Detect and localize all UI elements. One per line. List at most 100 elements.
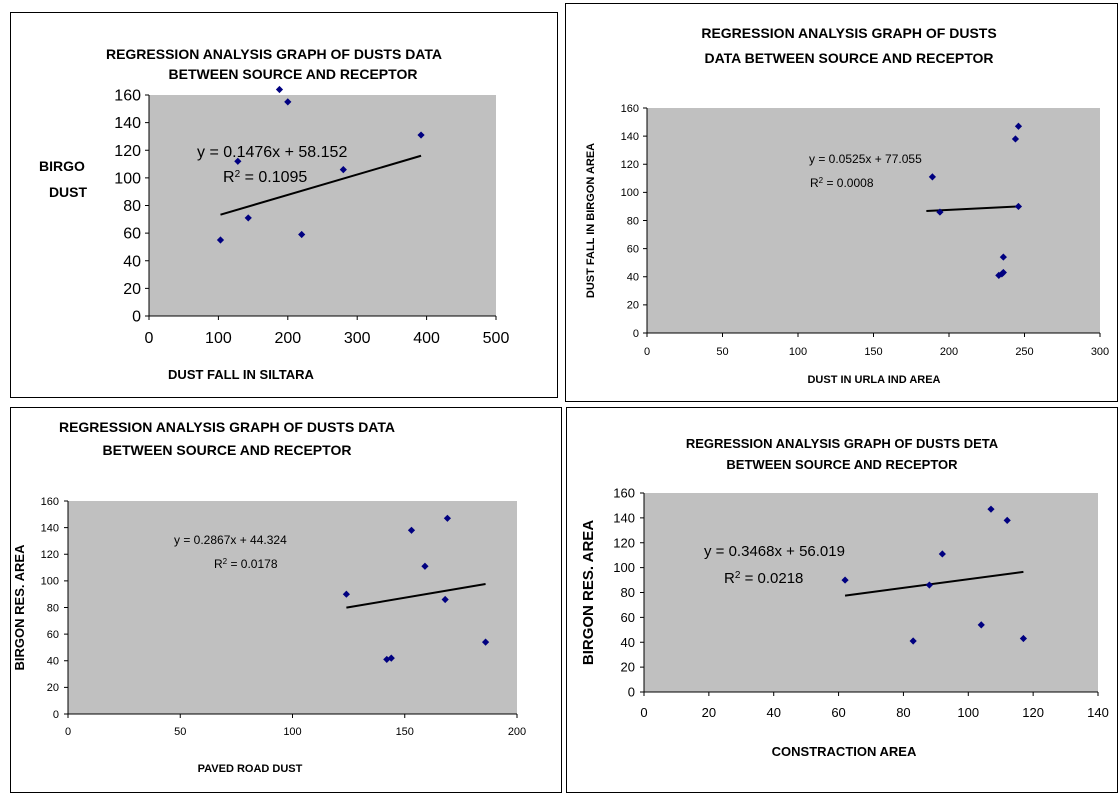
data-point xyxy=(909,637,917,645)
x-tick-label: 100 xyxy=(283,726,301,738)
plot-area xyxy=(68,501,517,714)
y-tick-label: 40 xyxy=(627,272,639,284)
y-tick-label: 140 xyxy=(613,510,635,525)
y-tick-label: 40 xyxy=(123,253,141,270)
chart-title-line: BETWEEN SOURCE AND RECEPTOR xyxy=(726,457,958,472)
x-tick-label: 100 xyxy=(789,346,807,358)
data-point xyxy=(387,654,395,662)
y-tick-label: 160 xyxy=(621,103,639,115)
y-axis-label-line: BIRGO xyxy=(39,158,85,174)
y-tick-label: 140 xyxy=(114,115,141,132)
r-squared-label: R2 = 0.0178 xyxy=(214,557,278,572)
chart-title-line: REGRESSION ANALYSIS GRAPH OF DUSTS DETA xyxy=(686,436,999,451)
chart-title-line: REGRESSION ANALYSIS GRAPH OF DUSTS DATA xyxy=(59,419,395,435)
x-tick-label: 120 xyxy=(1022,705,1044,720)
data-point xyxy=(443,514,452,522)
y-tick-label: 0 xyxy=(633,328,639,340)
x-tick-label: 80 xyxy=(896,705,910,720)
data-point xyxy=(987,505,995,513)
r-squared-label: R2 = 0.0218 xyxy=(724,570,803,588)
chart-panel-siltara: REGRESSION ANALYSIS GRAPH OF DUSTS DATA B… xyxy=(10,12,558,398)
chart-title-line: BETWEEN SOURCE AND RECEPTOR xyxy=(169,66,418,82)
x-tick-label: 200 xyxy=(940,346,958,358)
plot-area xyxy=(647,108,1100,333)
regression-equation: y = 0.0525x + 77.055 xyxy=(809,152,922,166)
x-tick-label: 150 xyxy=(396,726,414,738)
y-tick-label: 140 xyxy=(41,522,59,534)
x-tick-label: 500 xyxy=(483,330,510,347)
data-point xyxy=(999,253,1007,261)
scatter-chart-paved-road: REGRESSION ANALYSIS GRAPH OF DUSTS DATA B… xyxy=(12,419,526,775)
data-point xyxy=(1003,516,1011,524)
y-tick-label: 80 xyxy=(627,215,639,227)
trendline xyxy=(346,583,486,609)
data-point xyxy=(417,131,425,139)
y-tick-label: 0 xyxy=(628,685,635,700)
chart-panel-construction: REGRESSION ANALYSIS GRAPH OF DUSTS DETA B… xyxy=(566,407,1118,793)
y-tick-label: 80 xyxy=(123,198,141,215)
y-tick-label: 20 xyxy=(627,300,639,312)
x-tick-label: 50 xyxy=(174,726,186,738)
y-tick-label: 40 xyxy=(47,656,59,668)
data-point xyxy=(284,98,292,106)
y-tick-label: 120 xyxy=(613,535,635,550)
chart-title-line: REGRESSION ANALYSIS GRAPH OF DUSTS DATA xyxy=(106,46,442,62)
x-tick-label: 100 xyxy=(957,705,979,720)
y-tick-label: 100 xyxy=(114,170,141,187)
x-tick-label: 300 xyxy=(344,330,371,347)
x-tick-label: 150 xyxy=(864,346,882,358)
data-point xyxy=(928,173,936,181)
x-axis-label: PAVED ROAD DUST xyxy=(198,763,303,775)
r-squared-label: R2 = 0.1095 xyxy=(223,169,307,187)
x-tick-label: 0 xyxy=(145,330,154,347)
data-point xyxy=(275,85,284,94)
y-tick-label: 100 xyxy=(41,576,59,588)
y-tick-label: 140 xyxy=(621,131,639,143)
y-tick-label: 0 xyxy=(53,709,59,721)
x-tick-label: 400 xyxy=(413,330,440,347)
plot-area xyxy=(149,95,496,316)
y-tick-label: 20 xyxy=(47,682,59,694)
data-point xyxy=(342,590,350,598)
x-tick-label: 200 xyxy=(274,330,301,347)
y-axis-label: BIRGON RES. AREA xyxy=(580,520,597,665)
x-tick-label: 100 xyxy=(205,330,232,347)
y-axis-label-line: DUST xyxy=(49,184,88,200)
x-tick-label: 60 xyxy=(831,705,845,720)
data-point xyxy=(938,550,946,558)
regression-equation: y = 0.2867x + 44.324 xyxy=(174,533,287,547)
data-point xyxy=(481,638,490,646)
y-tick-label: 20 xyxy=(621,660,635,675)
y-tick-label: 80 xyxy=(621,585,635,600)
x-tick-label: 0 xyxy=(65,726,71,738)
y-tick-label: 60 xyxy=(621,610,635,625)
y-tick-label: 160 xyxy=(41,496,59,508)
data-point xyxy=(841,576,849,584)
chart-title-line: DATA BETWEEN SOURCE AND RECEPTOR xyxy=(704,50,993,66)
trendline xyxy=(220,154,422,216)
x-axis-label: DUST IN URLA IND AREA xyxy=(807,374,940,386)
x-tick-label: 20 xyxy=(702,705,716,720)
y-tick-label: 60 xyxy=(47,629,59,641)
y-tick-label: 120 xyxy=(41,549,59,561)
y-tick-label: 40 xyxy=(621,635,635,650)
y-tick-label: 120 xyxy=(114,143,141,160)
chart-panel-urla: REGRESSION ANALYSIS GRAPH OF DUSTS DATA B… xyxy=(565,3,1118,402)
x-tick-label: 200 xyxy=(508,726,526,738)
y-tick-label: 160 xyxy=(114,88,141,105)
y-tick-label: 20 xyxy=(123,281,141,298)
x-tick-label: 300 xyxy=(1091,346,1109,358)
x-tick-label: 250 xyxy=(1015,346,1033,358)
y-tick-label: 120 xyxy=(621,159,639,171)
data-point xyxy=(234,157,242,165)
scatter-chart-construction: REGRESSION ANALYSIS GRAPH OF DUSTS DETA B… xyxy=(580,436,1109,759)
data-point xyxy=(925,581,933,589)
data-point xyxy=(1011,135,1020,143)
y-tick-label: 100 xyxy=(613,560,635,575)
chart-title-line: BETWEEN SOURCE AND RECEPTOR xyxy=(103,442,352,458)
trendline xyxy=(844,570,1024,597)
data-point xyxy=(936,208,944,216)
y-tick-label: 80 xyxy=(47,602,59,614)
y-tick-label: 60 xyxy=(627,243,639,255)
scatter-chart-urla: REGRESSION ANALYSIS GRAPH OF DUSTS DATA B… xyxy=(585,25,1109,386)
